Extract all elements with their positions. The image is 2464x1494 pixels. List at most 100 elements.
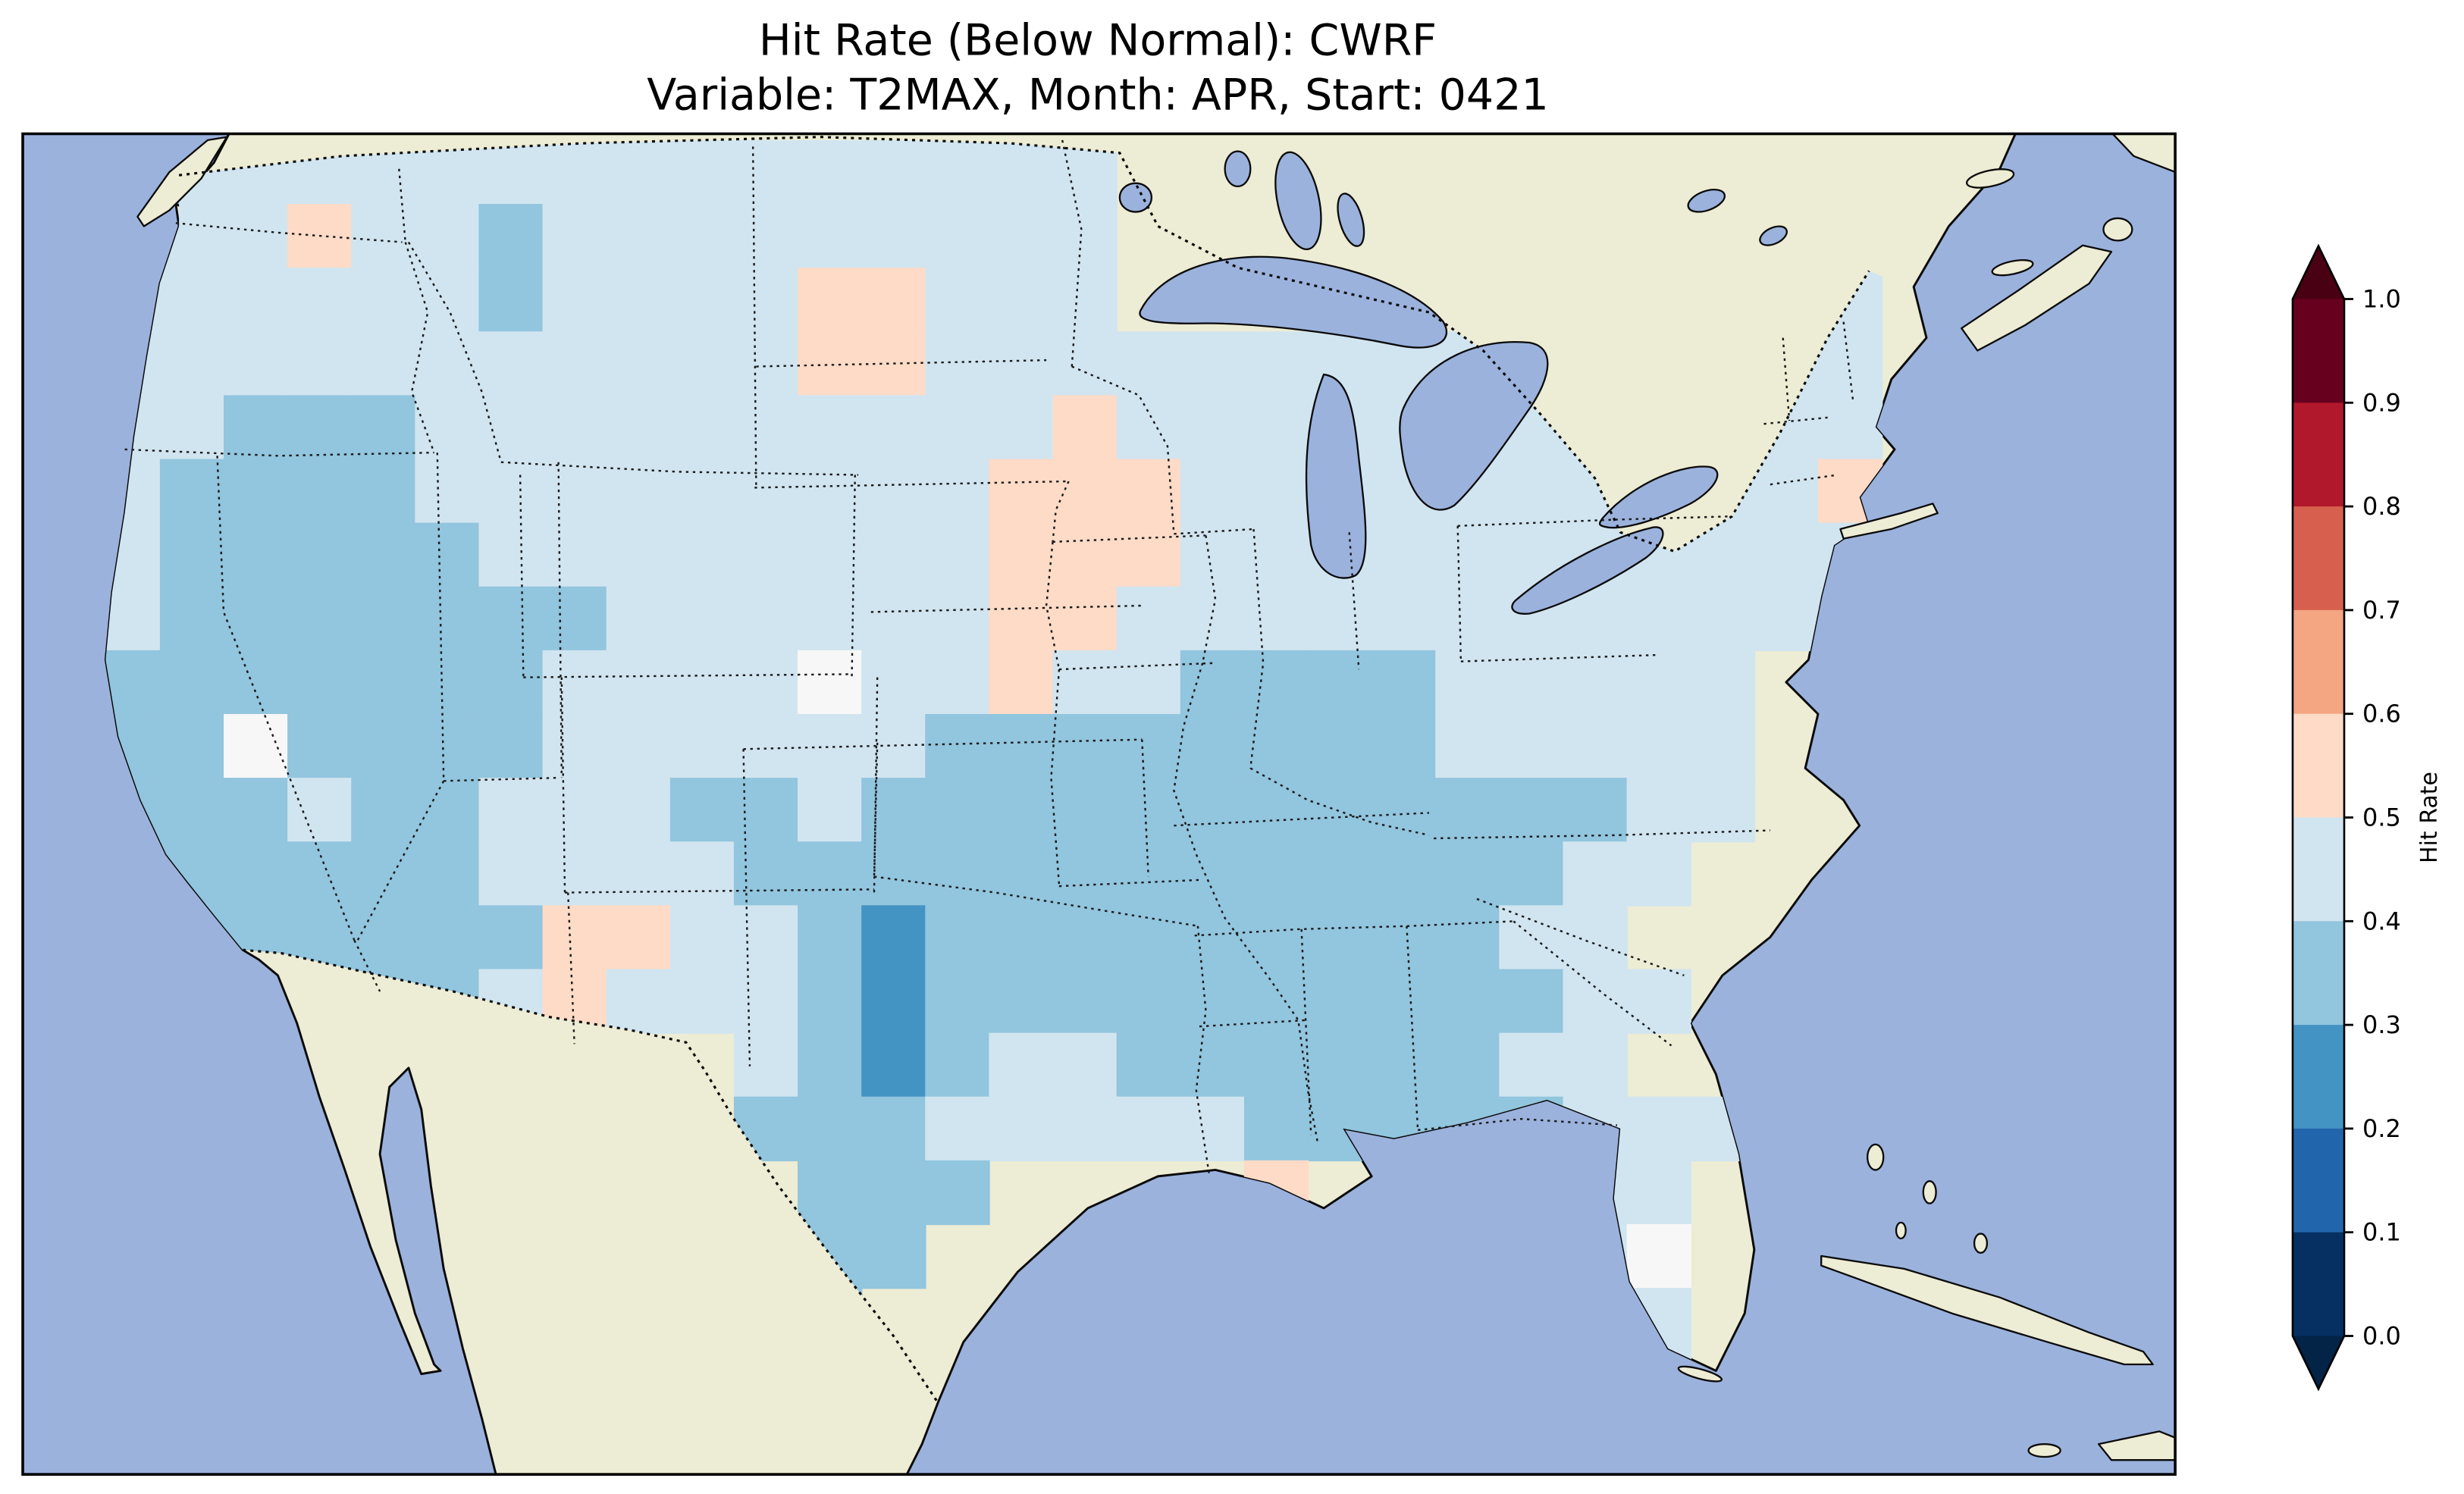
long-island [1839, 503, 1939, 540]
grid-cell [798, 1032, 863, 1098]
grid-cell [989, 331, 1054, 396]
grid-cell [1817, 331, 1883, 396]
grid-cell [1372, 969, 1437, 1034]
grid-cell [606, 969, 672, 1034]
grid-cell [989, 841, 1054, 907]
us-mexico-border [243, 948, 939, 1404]
grid-cell [1626, 1096, 1691, 1162]
grid-cell [669, 268, 735, 333]
grid-cell [733, 778, 799, 843]
grid-cell [287, 331, 353, 396]
grid-cell [1626, 778, 1691, 843]
grid-cell [415, 204, 480, 269]
grid-cell [606, 905, 672, 970]
grid-cell [1372, 650, 1437, 716]
grid-cell [1052, 1032, 1118, 1098]
grid-cell [1052, 586, 1118, 652]
grid-cell [415, 778, 480, 843]
grid-cell [415, 905, 480, 970]
cape-breton-island [2102, 217, 2133, 242]
grid-cell [925, 969, 990, 1034]
state-border-line [500, 461, 858, 476]
grid-cell [542, 778, 607, 843]
grid-cell [1563, 905, 1628, 970]
jamaica [2027, 1443, 2061, 1458]
anticosti-island [1966, 168, 2015, 189]
grid-cell [798, 268, 863, 333]
grid-cell [925, 268, 990, 333]
grid-cell [287, 778, 353, 843]
grid-cell [1052, 969, 1118, 1034]
grid-cell [542, 459, 607, 524]
grid-cell [669, 650, 735, 716]
cuba [1820, 1254, 2154, 1366]
lake-winnipeg [1274, 151, 1322, 251]
grid-cell [415, 586, 480, 652]
grid-cell [1116, 841, 1182, 907]
grid-cell [478, 204, 544, 269]
colorbar-axis-label: Hit Rate [2416, 772, 2443, 863]
state-border-line [124, 448, 434, 457]
grid-cell [223, 331, 289, 396]
grid-cell [223, 395, 289, 460]
grid-cell [478, 395, 544, 460]
grid-cell [1308, 650, 1373, 716]
grid-cell [415, 522, 480, 588]
grid-cell [669, 969, 735, 1034]
state-border-line [1071, 365, 1175, 534]
grid-cell [989, 522, 1054, 588]
grid-cell [1052, 522, 1118, 588]
grid-cell [733, 841, 799, 907]
state-border-line [1513, 920, 1672, 1047]
state-border-line [873, 677, 879, 893]
colorbar-tick-label: 0.2 [2362, 1114, 2401, 1143]
state-border-line [873, 742, 879, 877]
grid-cell [478, 650, 544, 716]
grid-cell [861, 268, 926, 333]
grid-cell [798, 1096, 863, 1162]
state-border-line [1348, 532, 1360, 670]
islands [136, 133, 2176, 1461]
grid-cell [1308, 969, 1373, 1034]
grid-cell [223, 522, 289, 588]
grid-cell [1052, 778, 1118, 843]
grid-cell [861, 459, 926, 524]
grid-cell [1372, 586, 1437, 652]
state-border-line [1141, 739, 1149, 877]
grid-cell [351, 459, 416, 524]
grid-cell [1308, 586, 1373, 652]
bahamas-island [1973, 1232, 1989, 1254]
grid-cell [861, 1223, 926, 1289]
grid-cell [925, 1160, 990, 1226]
grid-cell [223, 268, 289, 333]
grid-cell [478, 522, 544, 588]
grid-cell [989, 713, 1054, 779]
grid-cell [861, 1160, 926, 1226]
colorbar-segment [2293, 1025, 2344, 1129]
grid-cell [415, 841, 480, 907]
grid-cell [1499, 650, 1564, 716]
grid-cell [1690, 586, 1756, 652]
grid-cell [925, 650, 990, 716]
grid-cell [351, 204, 416, 269]
grid-cell [989, 650, 1054, 716]
grid-cell [1116, 459, 1182, 524]
state-border-line [1417, 1117, 1618, 1132]
grid-cell [1116, 778, 1182, 843]
grid-cell [606, 459, 672, 524]
colorbar-segment [2293, 506, 2344, 611]
grid-cell [478, 905, 544, 970]
grid-cell [669, 841, 735, 907]
grid-cell [1052, 459, 1118, 524]
grid-cell [669, 586, 735, 652]
map-frame [21, 132, 2177, 1476]
grid-cell [861, 969, 926, 1034]
grid-cell [159, 586, 225, 652]
state-border-line [356, 780, 445, 941]
grid-cell [1626, 1160, 1691, 1226]
state-border-line [1300, 929, 1312, 1135]
grid-cell [1435, 841, 1500, 907]
grid-cell [1690, 713, 1756, 779]
bahamas-island [1922, 1180, 1937, 1204]
